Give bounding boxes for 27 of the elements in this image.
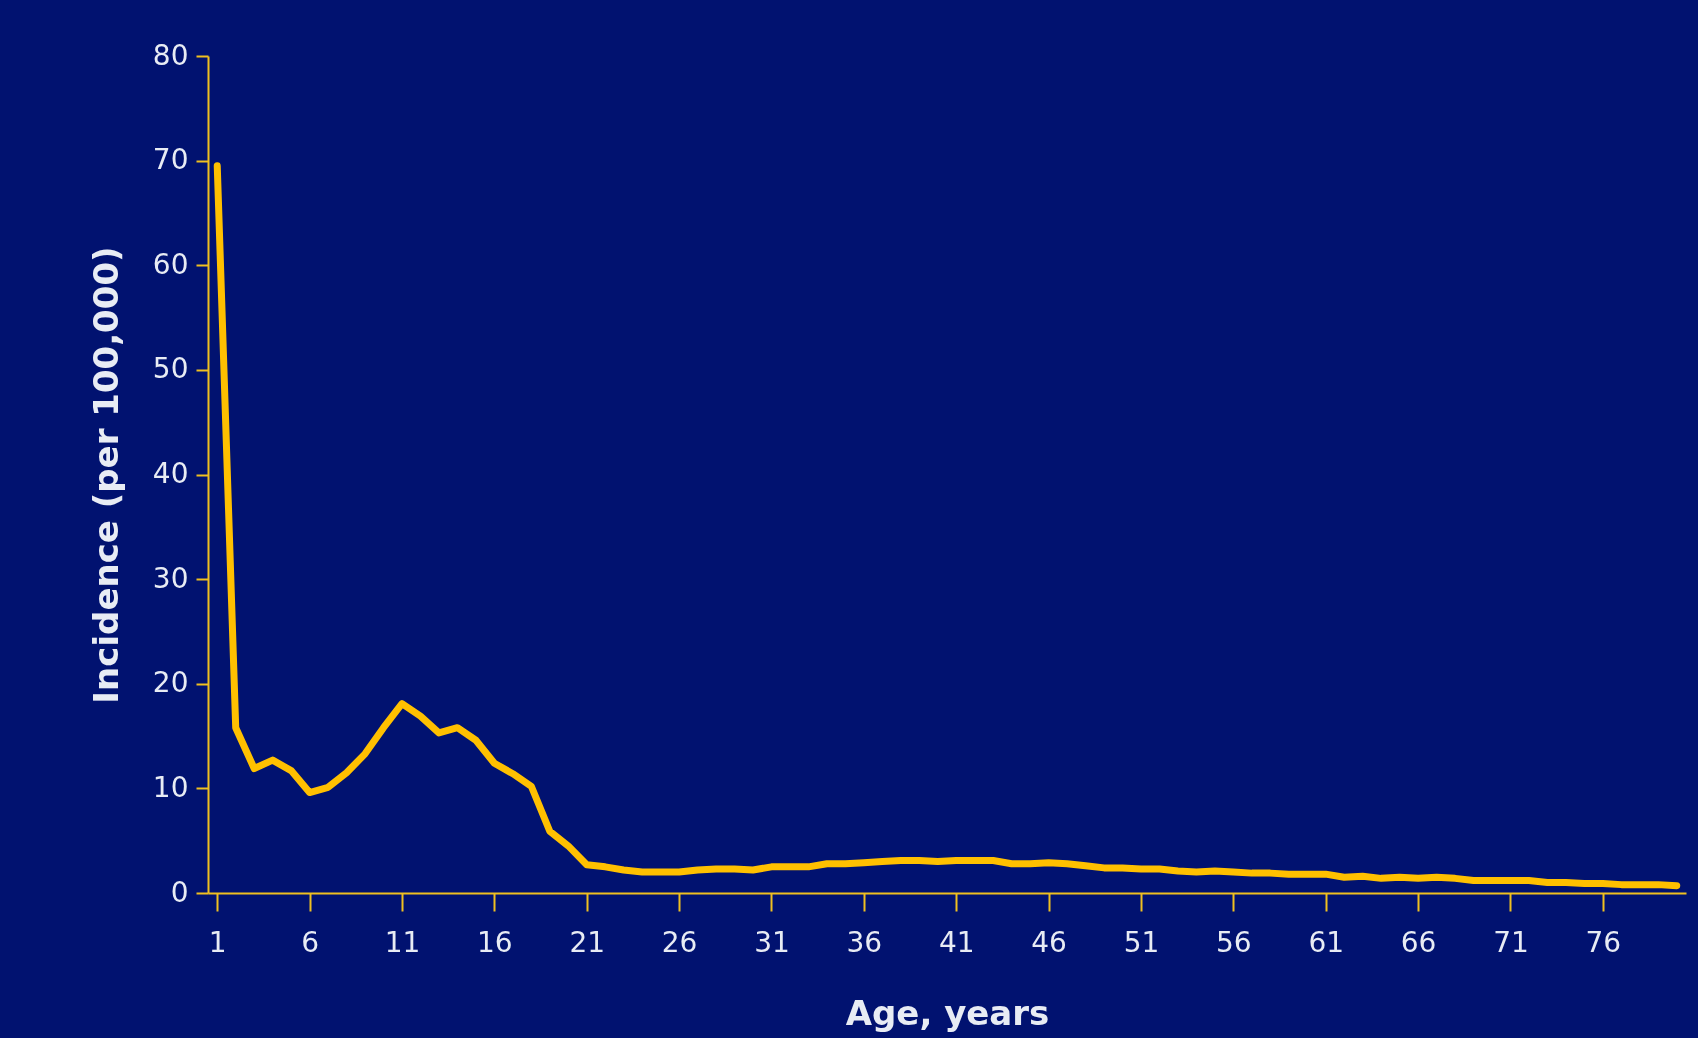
y-tick-label: 80 xyxy=(152,38,189,72)
x-tick-label: 61 xyxy=(1308,925,1345,959)
y-tick-label: 50 xyxy=(152,352,189,386)
x-tick-label: 31 xyxy=(754,925,790,959)
y-tick-label: 40 xyxy=(152,457,189,490)
x-tick-label: 6 xyxy=(301,925,320,959)
x-tick-label: 26 xyxy=(661,925,698,959)
x-tick-label: 41 xyxy=(938,925,975,959)
y-tick-label: 70 xyxy=(152,143,189,177)
x-tick-label: 76 xyxy=(1585,925,1622,959)
x-tick-label: 11 xyxy=(384,925,421,959)
y-tick-label: 60 xyxy=(152,247,189,281)
y-tick-label: 10 xyxy=(152,770,189,804)
x-tick-label: 71 xyxy=(1493,925,1529,959)
x-tick-label: 21 xyxy=(569,925,606,959)
x-tick-label: 1 xyxy=(208,925,227,959)
x-tick-label: 51 xyxy=(1123,925,1160,959)
y-tick-label: 30 xyxy=(152,561,189,595)
y-tick-label: 0 xyxy=(170,875,189,909)
x-tick-label: 36 xyxy=(846,925,883,959)
x-axis-title: Age, years xyxy=(845,992,1050,1033)
x-tick-label: 46 xyxy=(1031,925,1067,959)
x-tick-label: 66 xyxy=(1400,925,1437,959)
y-tick-label: 20 xyxy=(152,666,189,700)
x-tick-label: 56 xyxy=(1216,925,1252,959)
x-tick-label: 16 xyxy=(477,925,513,959)
y-axis-title: Incidence (per 100,000) xyxy=(85,246,126,704)
